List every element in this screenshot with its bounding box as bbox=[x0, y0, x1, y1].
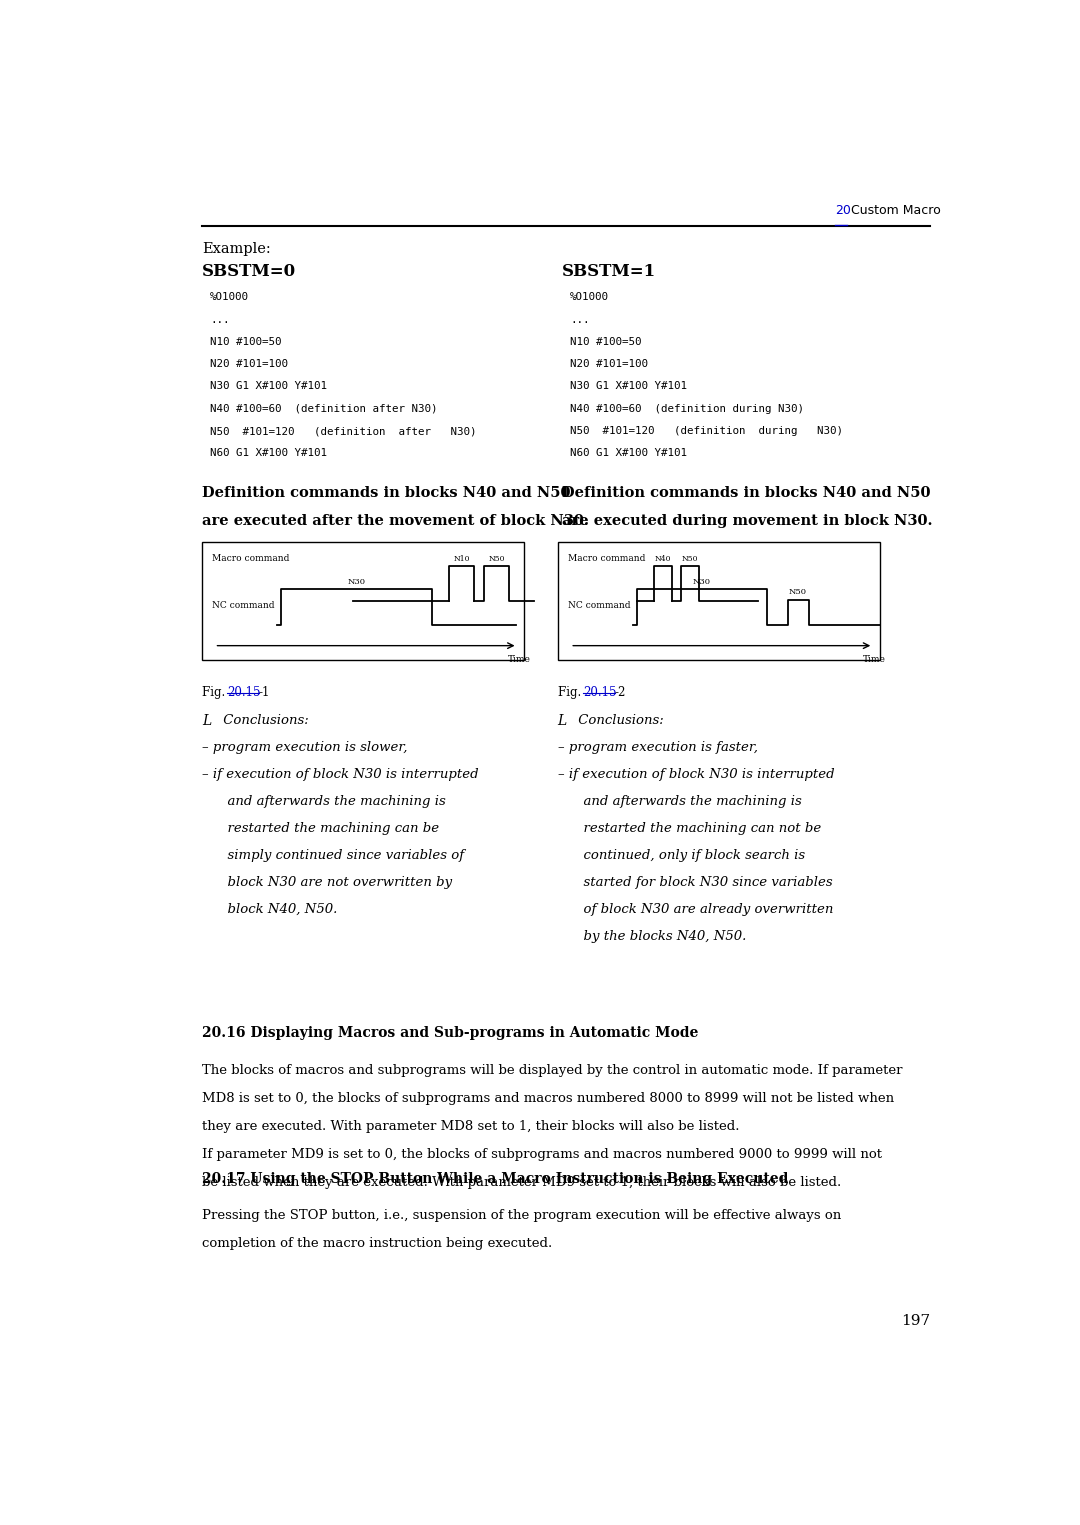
Text: 20.17 Using the STOP Button While a Macro Instruction is Being Executed: 20.17 Using the STOP Button While a Macr… bbox=[202, 1171, 788, 1186]
Text: – program execution is faster,: – program execution is faster, bbox=[557, 741, 758, 753]
Text: 20: 20 bbox=[835, 204, 851, 217]
Text: – program execution is slower,: – program execution is slower, bbox=[202, 741, 407, 753]
Text: and afterwards the machining is: and afterwards the machining is bbox=[557, 795, 801, 808]
Text: N30 G1 X#100 Y#101: N30 G1 X#100 Y#101 bbox=[211, 381, 327, 392]
Text: continued, only if block search is: continued, only if block search is bbox=[557, 849, 805, 862]
Text: restarted the machining can be: restarted the machining can be bbox=[202, 822, 440, 834]
Text: be listed when they are executed. With parameter MD9 set to 1, their blocks will: be listed when they are executed. With p… bbox=[202, 1176, 841, 1190]
Text: by the blocks N40, N50.: by the blocks N40, N50. bbox=[557, 930, 746, 942]
Text: N20 #101=100: N20 #101=100 bbox=[211, 360, 288, 369]
Text: Definition commands in blocks N40 and N50: Definition commands in blocks N40 and N5… bbox=[202, 486, 570, 500]
Text: Definition commands in blocks N40 and N50: Definition commands in blocks N40 and N5… bbox=[562, 486, 930, 500]
Text: Fig.: Fig. bbox=[557, 686, 584, 698]
Text: and afterwards the machining is: and afterwards the machining is bbox=[202, 795, 446, 808]
Text: %O1000: %O1000 bbox=[570, 293, 609, 302]
Text: N50  #101=120   (definition  after   N30): N50 #101=120 (definition after N30) bbox=[211, 425, 477, 436]
Text: The blocks of macros and subprograms will be displayed by the control in automat: The blocks of macros and subprograms wil… bbox=[202, 1064, 903, 1077]
Text: Conclusions:: Conclusions: bbox=[575, 714, 664, 727]
Text: -1: -1 bbox=[259, 686, 270, 698]
Text: Time: Time bbox=[863, 656, 886, 663]
Bar bbox=[557, 543, 880, 660]
Text: Example:: Example: bbox=[202, 242, 271, 256]
Text: Fig.: Fig. bbox=[202, 686, 229, 698]
Text: they are executed. With parameter MD8 set to 1, their blocks will also be listed: they are executed. With parameter MD8 se… bbox=[202, 1119, 740, 1133]
Text: Conclusions:: Conclusions: bbox=[218, 714, 309, 727]
Text: simply continued since variables of: simply continued since variables of bbox=[202, 849, 464, 862]
Text: MD8 is set to 0, the blocks of subprograms and macros numbered 8000 to 8999 will: MD8 is set to 0, the blocks of subprogra… bbox=[202, 1092, 894, 1106]
Text: are executed after the movement of block N30.: are executed after the movement of block… bbox=[202, 514, 589, 528]
Text: block N30 are not overwritten by: block N30 are not overwritten by bbox=[202, 875, 453, 889]
Text: 20.15: 20.15 bbox=[583, 686, 617, 698]
Text: N10: N10 bbox=[454, 555, 470, 563]
Text: restarted the machining can not be: restarted the machining can not be bbox=[557, 822, 821, 834]
Text: Macro command: Macro command bbox=[212, 554, 289, 563]
Text: of block N30 are already overwritten: of block N30 are already overwritten bbox=[557, 903, 833, 917]
Text: N10 #100=50: N10 #100=50 bbox=[211, 337, 282, 346]
Text: 197: 197 bbox=[901, 1315, 930, 1328]
Text: ...: ... bbox=[570, 314, 590, 325]
Text: SBSTM=1: SBSTM=1 bbox=[562, 262, 656, 281]
Text: -2: -2 bbox=[615, 686, 626, 698]
Text: – if execution of block N30 is interrupted: – if execution of block N30 is interrupt… bbox=[202, 767, 478, 781]
Text: block N40, N50.: block N40, N50. bbox=[202, 903, 337, 917]
Text: Macro command: Macro command bbox=[568, 554, 645, 563]
Text: N20 #101=100: N20 #101=100 bbox=[570, 360, 648, 369]
Text: started for block N30 since variables: started for block N30 since variables bbox=[557, 875, 833, 889]
Text: N50: N50 bbox=[788, 589, 807, 596]
Text: N60 G1 X#100 Y#101: N60 G1 X#100 Y#101 bbox=[211, 448, 327, 459]
Text: 20.15: 20.15 bbox=[227, 686, 260, 698]
Text: N30: N30 bbox=[348, 578, 366, 586]
Text: 20.16 Displaying Macros and Sub-programs in Automatic Mode: 20.16 Displaying Macros and Sub-programs… bbox=[202, 1026, 699, 1040]
Text: %O1000: %O1000 bbox=[211, 293, 249, 302]
Text: NC command: NC command bbox=[568, 601, 631, 610]
Text: Custom Macro: Custom Macro bbox=[848, 204, 941, 217]
Text: L: L bbox=[202, 714, 212, 727]
Text: N60 G1 X#100 Y#101: N60 G1 X#100 Y#101 bbox=[570, 448, 687, 459]
Text: N10 #100=50: N10 #100=50 bbox=[570, 337, 642, 346]
Text: completion of the macro instruction being executed.: completion of the macro instruction bein… bbox=[202, 1237, 552, 1250]
Text: SBSTM=0: SBSTM=0 bbox=[202, 262, 296, 281]
Text: N40: N40 bbox=[654, 555, 672, 563]
Text: L: L bbox=[557, 714, 567, 727]
Text: are executed during movement in block N30.: are executed during movement in block N3… bbox=[562, 514, 932, 528]
Text: N50: N50 bbox=[681, 555, 698, 563]
Text: Time: Time bbox=[508, 656, 530, 663]
Text: – if execution of block N30 is interrupted: – if execution of block N30 is interrupt… bbox=[557, 767, 835, 781]
Text: If parameter MD9 is set to 0, the blocks of subprograms and macros numbered 9000: If parameter MD9 is set to 0, the blocks… bbox=[202, 1148, 882, 1161]
Bar bbox=[202, 543, 524, 660]
Text: Pressing the STOP button, i.e., suspension of the program execution will be effe: Pressing the STOP button, i.e., suspensi… bbox=[202, 1209, 841, 1223]
Text: N40 #100=60  (definition after N30): N40 #100=60 (definition after N30) bbox=[211, 404, 437, 413]
Text: N30 G1 X#100 Y#101: N30 G1 X#100 Y#101 bbox=[570, 381, 687, 392]
Text: N30: N30 bbox=[692, 578, 711, 586]
Text: NC command: NC command bbox=[212, 601, 274, 610]
Text: N40 #100=60  (definition during N30): N40 #100=60 (definition during N30) bbox=[570, 404, 805, 413]
Text: N50  #101=120   (definition  during   N30): N50 #101=120 (definition during N30) bbox=[570, 425, 843, 436]
Text: ...: ... bbox=[211, 314, 230, 325]
Text: N50: N50 bbox=[488, 555, 504, 563]
